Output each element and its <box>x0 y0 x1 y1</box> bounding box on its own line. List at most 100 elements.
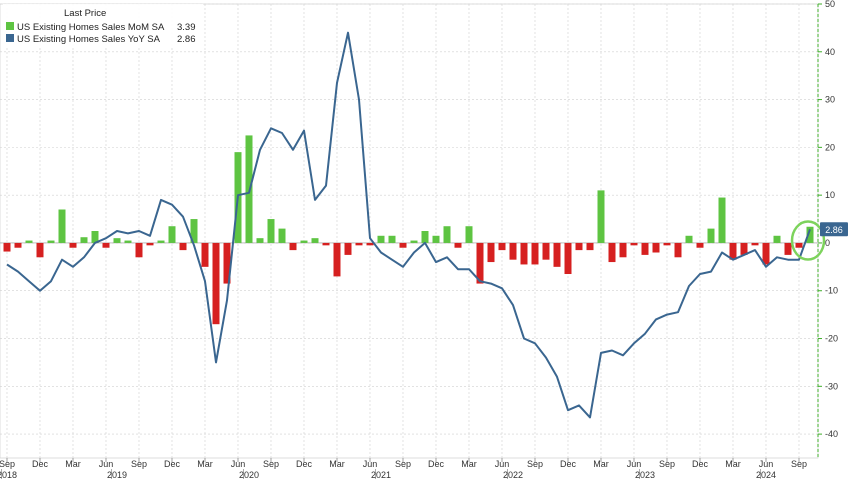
bar <box>498 242 506 251</box>
x-tick-label: Jun <box>495 459 510 469</box>
legend-swatch-yoy <box>6 34 14 42</box>
bar <box>421 231 429 243</box>
bar <box>278 228 286 243</box>
bar <box>344 242 352 255</box>
x-tick-label: Mar <box>197 459 213 469</box>
x-tick-label: Jun <box>99 459 114 469</box>
x-tick-label: Sep <box>791 459 807 469</box>
x-tick-label: Sep <box>395 459 411 469</box>
bar <box>113 238 121 243</box>
bar <box>487 242 495 263</box>
y-tick-label: 0 <box>825 238 830 248</box>
highlight-circle <box>790 220 826 261</box>
bar <box>762 242 770 265</box>
x-tick-label: Sep <box>0 459 15 469</box>
bar <box>366 242 374 246</box>
bar <box>322 242 330 246</box>
bar <box>223 242 231 284</box>
bar <box>630 242 638 246</box>
bar <box>157 240 165 243</box>
bar <box>102 242 110 248</box>
y-tick-label: 30 <box>825 95 835 105</box>
x-tick-label: Dec <box>428 459 445 469</box>
x-tick-label: Mar <box>65 459 81 469</box>
x-tick-label: Mar <box>461 459 477 469</box>
bar <box>729 242 737 260</box>
legend-value-yoy: 2.86 <box>177 34 196 45</box>
bar <box>564 242 572 275</box>
bar <box>751 242 759 246</box>
bar <box>333 242 341 277</box>
x-tick-label: Sep <box>527 459 543 469</box>
highlight: 2.86 <box>790 220 848 261</box>
legend-background <box>3 4 203 46</box>
bar <box>36 242 44 258</box>
bar <box>597 190 605 243</box>
bar <box>476 242 484 284</box>
y-tick-label: -10 <box>825 286 838 296</box>
year-label: 2018 <box>0 470 17 479</box>
bar <box>432 235 440 243</box>
bar <box>212 242 220 325</box>
bar <box>25 240 33 243</box>
x-tick-label: Sep <box>131 459 147 469</box>
last-value-box <box>820 222 848 237</box>
year-label: 2020 <box>239 470 259 479</box>
legend-value-mom: 3.39 <box>177 22 196 33</box>
x-tick-label: Dec <box>560 459 577 469</box>
year-label: 2019 <box>107 470 127 479</box>
bar <box>190 219 198 243</box>
bar <box>674 242 682 258</box>
x-tick-label: Dec <box>296 459 313 469</box>
x-tick-label: Jun <box>759 459 774 469</box>
bar <box>773 235 781 243</box>
legend-label-mom: US Existing Homes Sales MoM SA <box>17 22 165 33</box>
year-label: 2021 <box>371 470 391 479</box>
y-tick-label: -30 <box>825 381 838 391</box>
x-tick-label: Mar <box>725 459 741 469</box>
legend: Last Price US Existing Homes Sales MoM S… <box>3 4 203 46</box>
x-tick-label: Mar <box>593 459 609 469</box>
x-tick-label: Jun <box>363 459 378 469</box>
bar <box>641 242 649 255</box>
yoy-line <box>6 31 811 419</box>
bar <box>69 242 77 248</box>
x-tick-label: Jun <box>231 459 246 469</box>
bar <box>410 240 418 243</box>
bar <box>520 242 528 265</box>
bar <box>531 242 539 265</box>
bar <box>146 242 154 246</box>
bar <box>58 209 66 243</box>
x-tick-label: Dec <box>164 459 181 469</box>
bar <box>575 242 583 251</box>
x-tick-label: Mar <box>329 459 345 469</box>
bar <box>509 242 517 260</box>
bar <box>179 242 187 251</box>
legend-label-yoy: US Existing Homes Sales YoY SA <box>17 34 161 45</box>
x-tick-label: Sep <box>263 459 279 469</box>
bar <box>619 242 627 258</box>
bar <box>399 242 407 248</box>
last-value-label: 2.86 <box>825 225 843 235</box>
bar <box>289 242 297 251</box>
bar <box>47 240 55 243</box>
y-tick-label: -20 <box>825 334 838 344</box>
bar <box>652 242 660 253</box>
y-tick-label: 50 <box>825 0 835 9</box>
bar <box>355 242 363 246</box>
bar <box>14 242 22 248</box>
bar <box>784 242 792 255</box>
y-tick-label: 20 <box>825 142 835 152</box>
bar <box>542 242 550 260</box>
line-series <box>6 31 811 419</box>
bar <box>465 226 473 243</box>
bar <box>553 242 561 267</box>
bar <box>663 242 671 246</box>
x-tick-label: Jun <box>627 459 642 469</box>
year-label: 2023 <box>635 470 655 479</box>
bar <box>80 237 88 243</box>
bar-series <box>3 135 814 325</box>
bar <box>168 226 176 243</box>
bar <box>267 219 275 243</box>
